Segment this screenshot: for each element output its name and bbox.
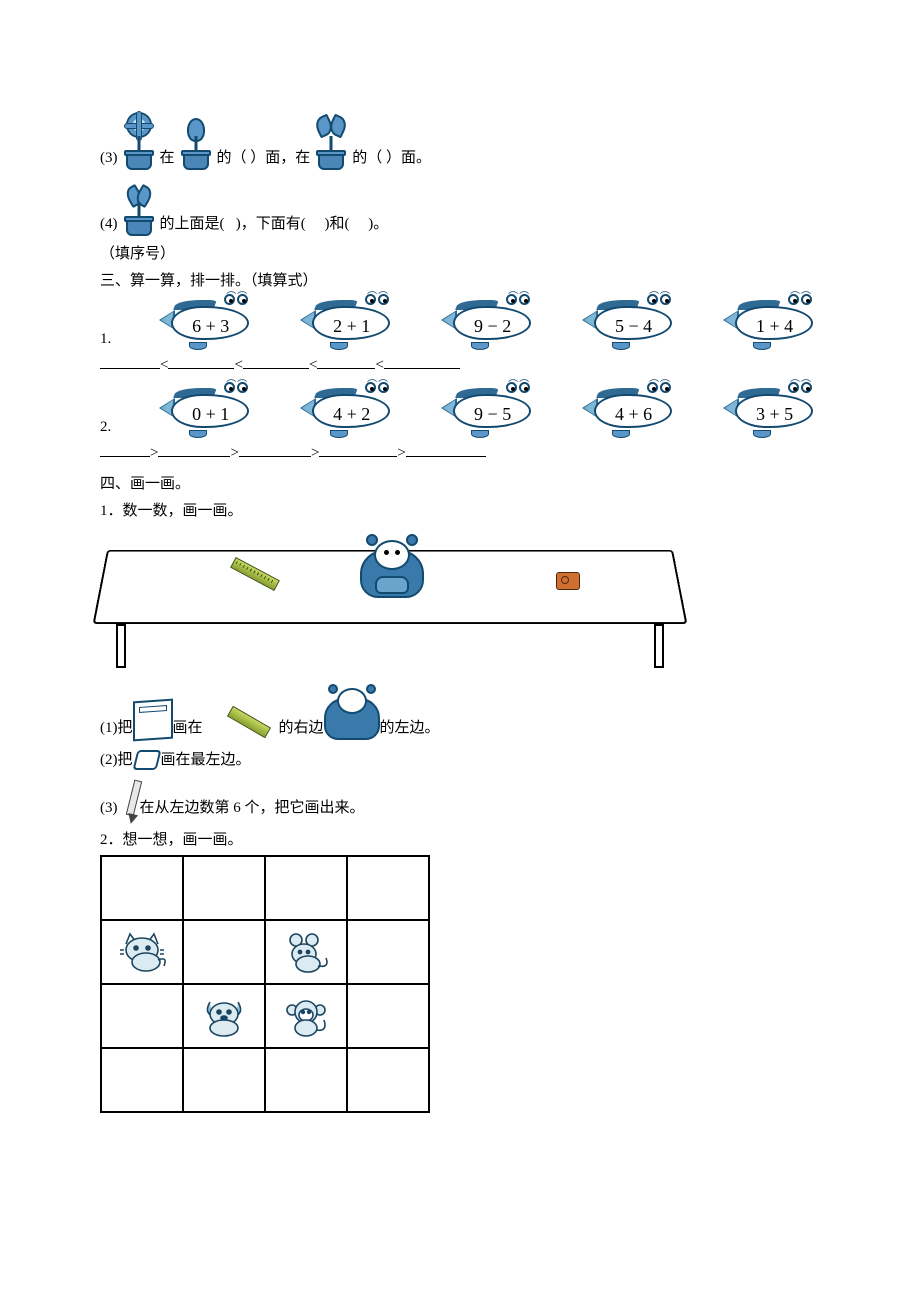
inequality-line-1: <<<< xyxy=(100,354,820,374)
monkey-icon xyxy=(282,994,330,1038)
cat-icon xyxy=(118,930,166,974)
backpack-small-icon xyxy=(324,686,380,740)
sec4-s3: (3) 在从左边数第 6 个，把它画出来。 xyxy=(100,780,820,820)
dog-icon xyxy=(200,994,248,1038)
fish-expression: 9 − 2 xyxy=(447,316,538,337)
fish-expression: 6 + 3 xyxy=(165,316,256,337)
grid-cell xyxy=(265,984,347,1048)
s1b: 画在 xyxy=(173,716,203,740)
fish-expression: 0 + 1 xyxy=(165,404,256,425)
fish-row-1: 1. ⌒⌒ 6 + 3 ⌒⌒ 2 + 1 ⌒⌒ 9 − 2 ⌒⌒ 5 − 4 xyxy=(100,296,820,348)
flower-sun-icon xyxy=(120,114,158,170)
fish-tile: ⌒⌒ 4 + 2 xyxy=(306,384,397,436)
sec3-title: 三、算一算，排一排。（填算式） xyxy=(100,269,820,290)
q3-num: (3) xyxy=(100,146,118,170)
worksheet-page: (3) 在 的（ ）面，在 的（ ）面。 (4) 的上面是( )，下面有( )和… xyxy=(0,0,920,1173)
backpack-icon xyxy=(360,536,424,598)
q3-line: (3) 在 的（ ）面，在 的（ ）面。 xyxy=(100,114,820,170)
fish-tile: ⌒⌒ 4 + 6 xyxy=(588,384,679,436)
grid-cell xyxy=(101,920,183,984)
s2b: 画在最左边。 xyxy=(161,748,251,772)
fish-expression: 9 − 5 xyxy=(447,404,538,425)
q4-note: （填序号） xyxy=(100,242,820,263)
fish-expression: 5 − 4 xyxy=(588,316,679,337)
sec4-title: 四、画一画。 xyxy=(100,472,820,493)
fish-expression: 1 + 4 xyxy=(729,316,820,337)
q4-num: (4) xyxy=(100,212,118,236)
q3-t1: 在 xyxy=(160,146,175,170)
q3-t3: 的（ ）面。 xyxy=(352,146,431,170)
q4-t1: 的上面是( )，下面有( )和( )。 xyxy=(160,212,389,236)
grid-cell xyxy=(101,1048,183,1112)
grid-cell xyxy=(101,984,183,1048)
flower-leafy-icon xyxy=(312,114,350,170)
grid-cell xyxy=(265,856,347,920)
row1-num: 1. xyxy=(100,331,111,348)
flower-lily-icon xyxy=(120,180,158,236)
sec4-s1: (1)把 画在 的右边 的左边。 xyxy=(100,686,820,740)
eraser-icon xyxy=(133,748,161,772)
ruler-small-icon xyxy=(226,706,270,738)
grid-cell xyxy=(265,920,347,984)
fish-expression: 2 + 1 xyxy=(306,316,397,337)
fish-row-2: 2. ⌒⌒ 0 + 1 ⌒⌒ 4 + 2 ⌒⌒ 9 − 5 ⌒⌒ 4 + 6 xyxy=(100,384,820,436)
fish-tile: ⌒⌒ 9 − 2 xyxy=(447,296,538,348)
sharpener-icon xyxy=(556,572,580,590)
s3b: 在从左边数第 6 个，把它画出来。 xyxy=(140,796,365,820)
grid-cell xyxy=(183,984,265,1048)
grid-cell xyxy=(265,1048,347,1112)
fish-expression: 4 + 6 xyxy=(588,404,679,425)
q3-t2: 的（ ）面，在 xyxy=(217,146,311,170)
grid-cell xyxy=(347,920,429,984)
s3a: (3) xyxy=(100,796,118,820)
fish-tile: ⌒⌒ 3 + 5 xyxy=(729,384,820,436)
fish-tile: ⌒⌒ 9 − 5 xyxy=(447,384,538,436)
s2a: (2)把 xyxy=(100,748,133,772)
grid-cell xyxy=(347,984,429,1048)
fish-expression: 4 + 2 xyxy=(306,404,397,425)
pencil-icon xyxy=(128,780,140,824)
s1d: 的左边。 xyxy=(380,716,440,740)
fish-tile: ⌒⌒ 1 + 4 xyxy=(729,296,820,348)
book-icon xyxy=(133,699,173,742)
s1c: 的右边 xyxy=(279,716,324,740)
grid-cell xyxy=(183,920,265,984)
fish-tile: ⌒⌒ 6 + 3 xyxy=(165,296,256,348)
grid-cell xyxy=(347,856,429,920)
row2-num: 2. xyxy=(100,419,111,436)
grid-cell xyxy=(101,856,183,920)
fish-tile: ⌒⌒ 0 + 1 xyxy=(165,384,256,436)
s1a: (1)把 xyxy=(100,716,133,740)
q4-line: (4) 的上面是( )，下面有( )和( )。 xyxy=(100,180,820,236)
sec4-p1: 1．数一数，画一画。 xyxy=(100,499,820,520)
animal-grid xyxy=(100,855,430,1113)
grid-cell xyxy=(183,856,265,920)
fish-expression: 3 + 5 xyxy=(729,404,820,425)
fish-tile: ⌒⌒ 5 − 4 xyxy=(588,296,679,348)
desk-illustration xyxy=(100,528,680,668)
inequality-line-2: >>>> xyxy=(100,442,820,462)
flower-bud-icon xyxy=(177,114,215,170)
fish-tile: ⌒⌒ 2 + 1 xyxy=(306,296,397,348)
grid-cell xyxy=(347,1048,429,1112)
mouse-icon xyxy=(282,930,330,974)
grid-cell xyxy=(183,1048,265,1112)
sec4-p2: 2．想一想，画一画。 xyxy=(100,828,820,849)
sec4-s2: (2)把 画在最左边。 xyxy=(100,748,820,772)
